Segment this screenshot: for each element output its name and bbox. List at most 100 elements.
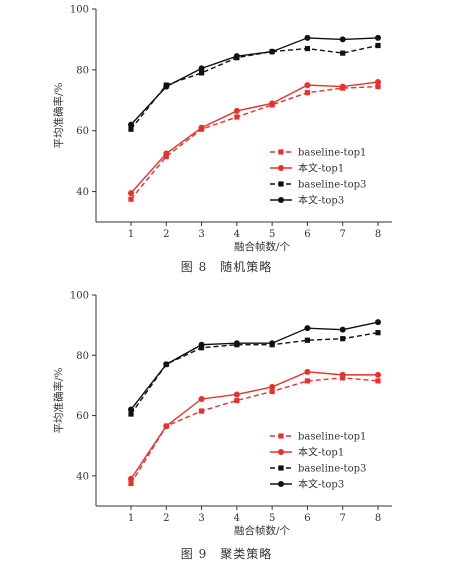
data-point [128,196,134,202]
data-point [128,411,134,417]
y-tick-label: 80 [76,351,89,362]
data-point [269,340,276,347]
data-point [340,50,346,56]
legend-swatch-marker [278,181,284,187]
data-point [198,408,205,414]
x-tick-label: 7 [340,229,346,240]
data-point [234,397,240,404]
y-tick-label: 60 [76,126,89,137]
data-point [375,34,381,41]
x-tick-label: 6 [304,229,310,240]
series-本文-top1 [128,368,381,482]
legend-item: baseline-top1 [270,432,366,443]
figure-caption: 图 9 聚类策略 [180,547,273,561]
data-point [269,48,276,55]
data-point [304,325,311,332]
series-本文-top3 [128,319,381,413]
data-point [233,53,240,60]
y-tick-label: 80 [76,65,89,76]
legend-label: baseline-top1 [298,432,366,443]
data-point [339,83,346,90]
data-point [198,341,205,348]
y-axis-label: 平均准确率/% [52,367,65,433]
data-point [163,150,170,157]
figure-caption: 图 8 随机策略 [180,260,273,274]
data-point [375,79,381,86]
data-point [128,190,134,197]
data-point [375,378,381,384]
legend-item: 本文-top1 [270,162,344,175]
x-tick-label: 3 [198,229,204,240]
data-point [340,375,346,381]
x-tick-label: 4 [234,229,240,240]
legend-swatch-marker [278,149,284,155]
legend-item: baseline-top3 [270,180,366,191]
data-point [375,330,381,336]
data-point [128,406,134,413]
legend-label: baseline-top1 [298,148,366,159]
series-line [130,81,379,194]
data-point [375,83,381,90]
series-line [130,377,379,484]
series-line [130,37,379,126]
data-point [269,100,276,107]
legend-label: baseline-top3 [298,464,366,475]
data-point [128,480,134,486]
legend-swatch-marker [278,165,284,171]
legend-label: baseline-top3 [298,180,366,191]
legend-swatch-marker [278,465,284,471]
data-point [269,383,276,390]
y-tick-label: 100 [70,5,89,16]
legend-label: 本文-top1 [298,446,344,459]
line-chart-random: 40 60 80 100 1 2 3 4 5 6 7 8 融合帧数/个 平均准确率/% baseline-t… [52,5,392,253]
data-point [304,337,311,343]
legend-swatch-marker [278,433,284,439]
data-point [163,423,170,430]
data-point [234,114,240,120]
series-line [130,321,379,410]
x-tick-label: 5 [269,513,275,524]
data-point [198,395,205,402]
x-tick-label: 2 [163,513,169,524]
data-point [304,82,311,89]
x-tick-label: 2 [163,229,169,240]
data-point [233,391,240,398]
legend-item: 本文-top1 [270,446,344,459]
series-line [130,371,378,480]
data-point [304,45,311,52]
data-point [128,121,134,128]
data-point [375,371,381,378]
x-tick-label: 5 [269,229,275,240]
y-tick-label: 40 [76,187,89,198]
data-point [339,326,346,333]
data-point [198,70,205,76]
data-point [339,36,346,43]
y-axis-label: 平均准确率/% [52,82,65,148]
data-point [304,34,311,41]
data-point [233,107,240,114]
data-point [269,388,275,395]
series-本文-top1 [128,79,381,197]
x-axis-label: 融合帧数/个 [234,524,291,537]
y-tick-label: 100 [70,291,89,302]
figure-random-strategy: 40 60 80 100 1 2 3 4 5 6 7 8 融合帧数/个 平均准确率/% baseline-t… [0,0,453,280]
series-line [130,85,379,200]
data-point [304,368,311,375]
legend-item: baseline-top3 [270,464,366,475]
x-tick-label: 8 [375,229,381,240]
x-tick-label: 8 [375,513,381,524]
data-point [198,124,205,131]
legend-label: 本文-top3 [298,478,344,491]
figure-cluster-strategy: 40 60 80 100 1 2 3 4 5 6 7 8 融合帧数/个 平均准确率/% baseline-t… [0,283,453,561]
data-point [340,336,346,342]
y-tick-label: 40 [76,471,89,482]
x-tick-label: 1 [128,229,134,240]
legend-label: 本文-top1 [298,162,344,175]
legend-item: 本文-top3 [270,194,344,207]
x-tick-label: 3 [198,513,204,524]
series-line [130,44,379,130]
data-point [375,319,381,326]
x-tick-label: 1 [128,513,134,524]
series-本文-top3 [128,34,381,128]
x-tick-label: 7 [340,513,346,524]
